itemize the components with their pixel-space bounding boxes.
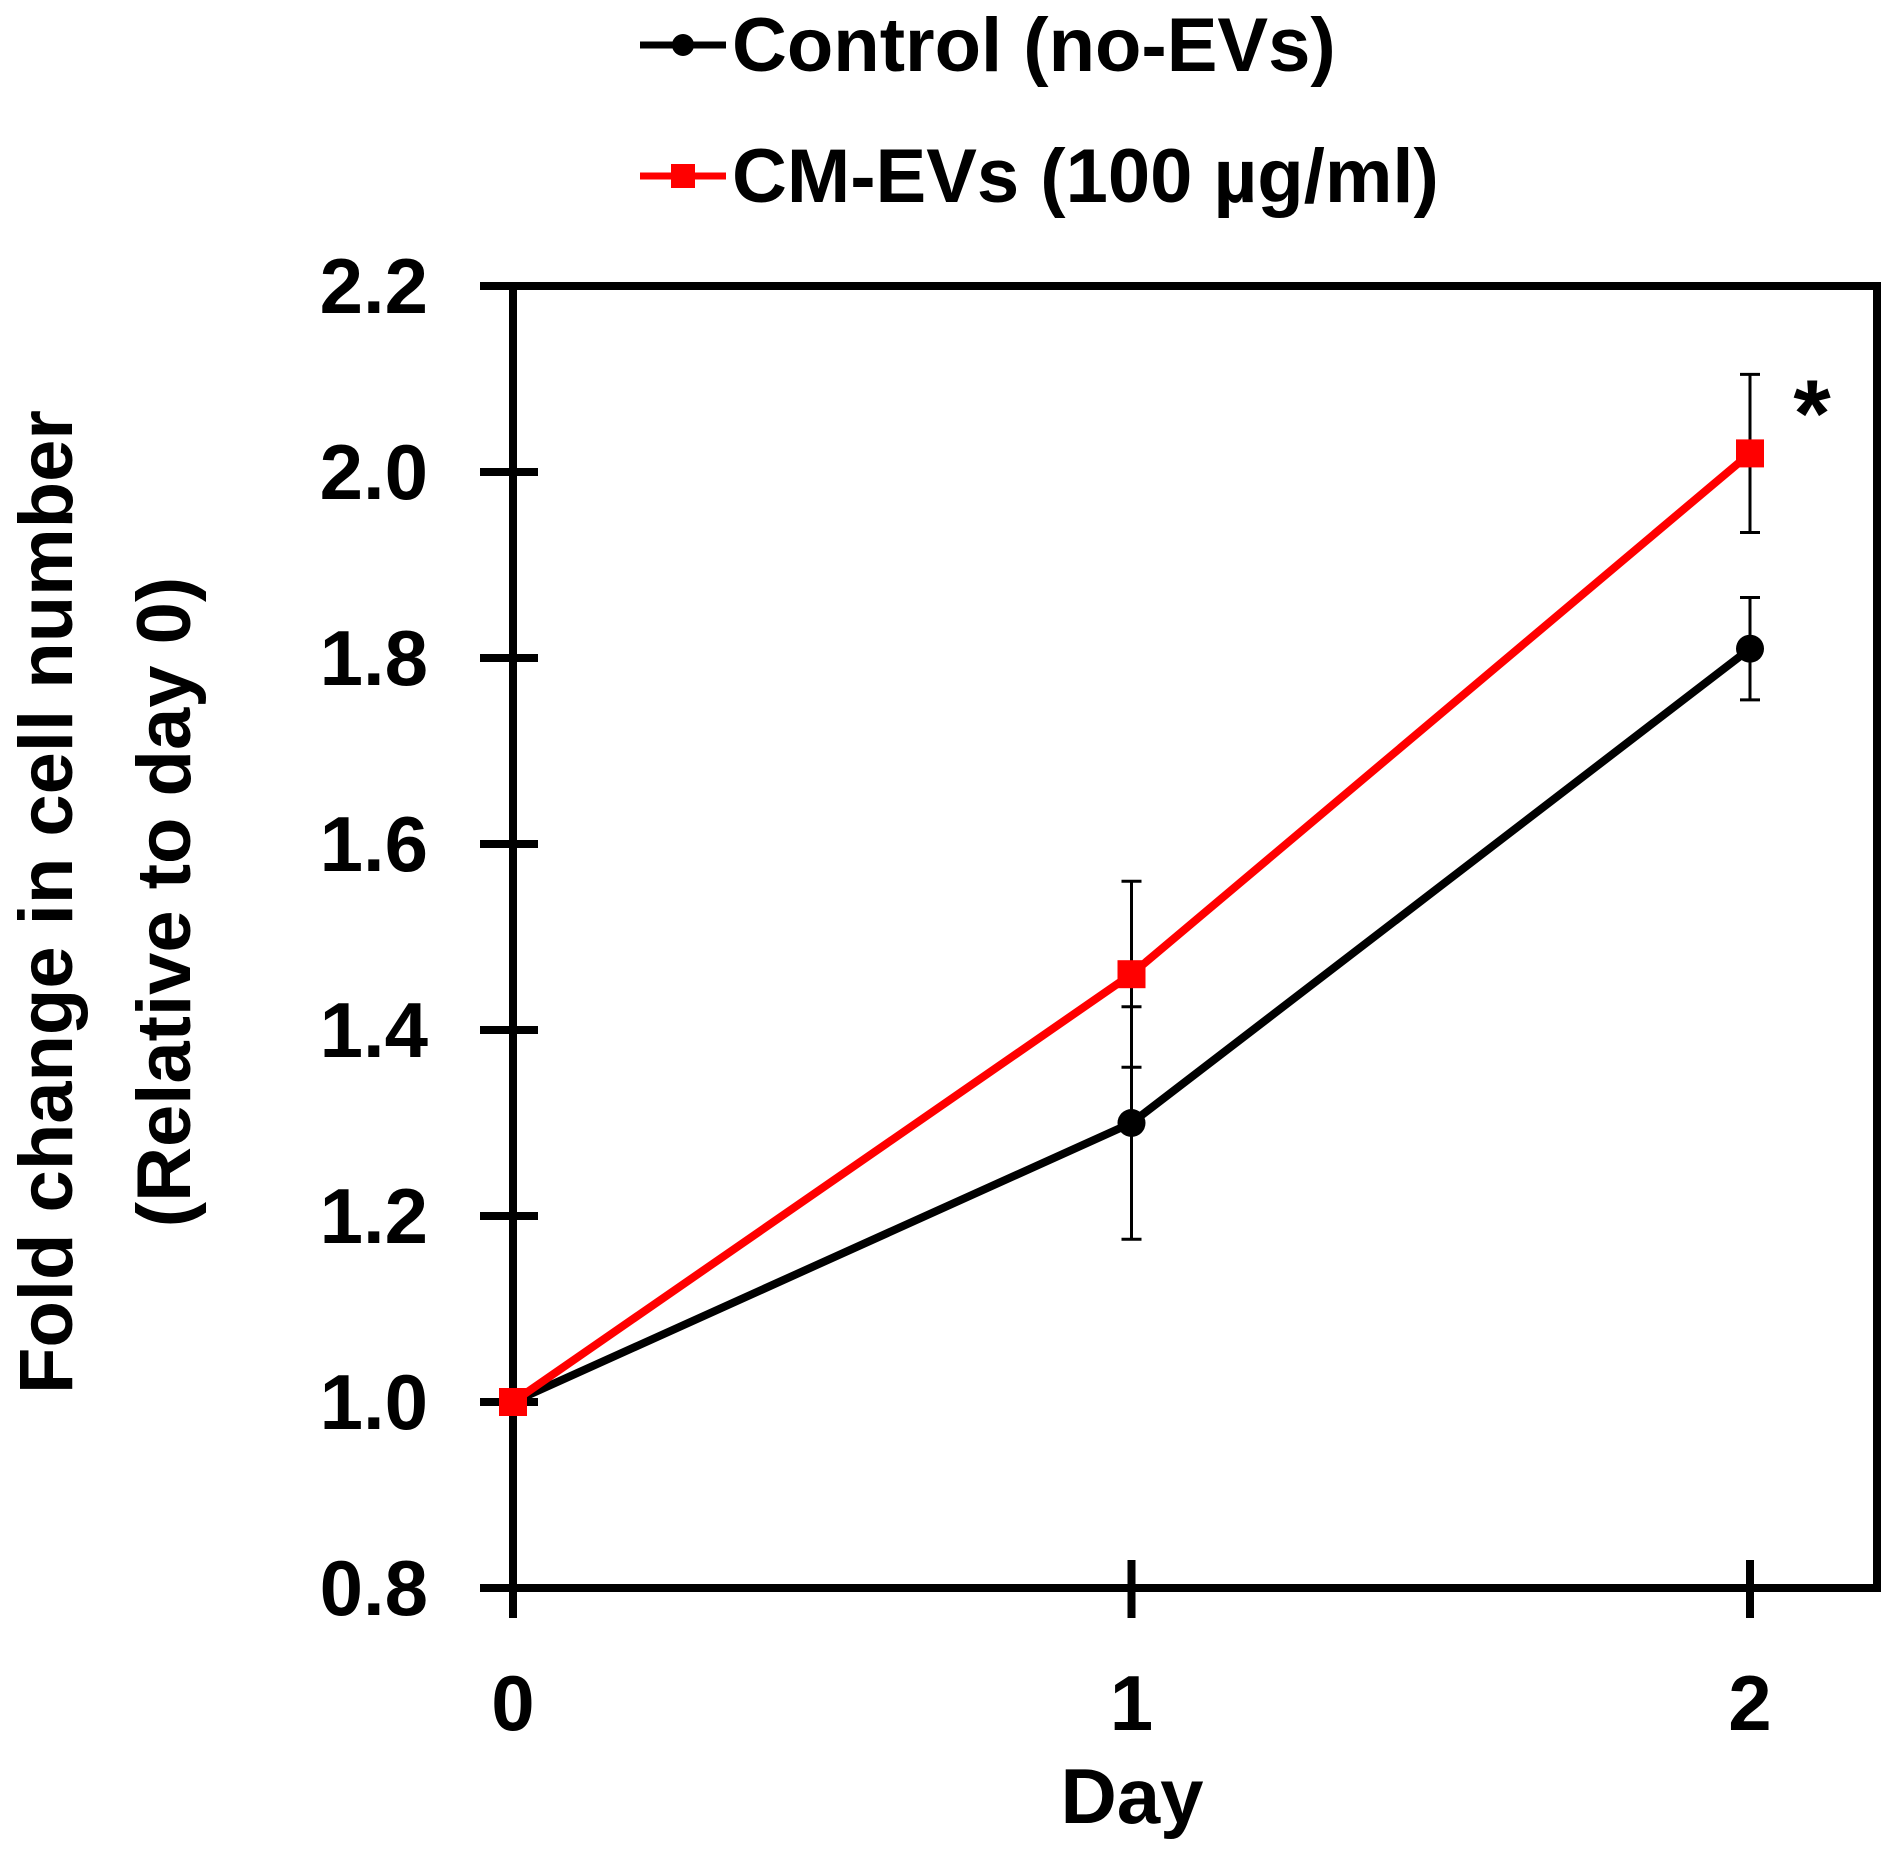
x-tick-label: 2 bbox=[1728, 1659, 1771, 1747]
legend-marker-control bbox=[672, 34, 694, 56]
y-tick-label: 1.8 bbox=[320, 614, 428, 702]
y-axis-label: Fold change in cell number (Relative to … bbox=[4, 410, 207, 1394]
error-bars bbox=[1121, 372, 1760, 1241]
y-tick-label: 1.0 bbox=[320, 1358, 428, 1446]
annotations: * bbox=[1793, 360, 1831, 467]
legend-label-control: Control (no-EVs) bbox=[732, 3, 1336, 88]
significance-asterisk: * bbox=[1793, 360, 1831, 467]
data-point-cm-evs bbox=[499, 1388, 527, 1416]
y-tick-label: 1.2 bbox=[320, 1172, 428, 1260]
x-tick-label: 0 bbox=[491, 1659, 534, 1747]
y-tick-label: 2.0 bbox=[320, 428, 428, 516]
y-tick-label: 1.4 bbox=[320, 986, 428, 1074]
y-axis-ticks: 0.8 1.0 1.2 1.4 1.6 1.8 2.0 2.2 bbox=[320, 242, 538, 1632]
x-tick-label: 1 bbox=[1110, 1659, 1153, 1747]
data-series bbox=[499, 372, 1764, 1416]
data-point-cm-evs bbox=[1117, 960, 1146, 989]
legend-entry-cm-evs: CM-EVs (100 µg/ml) bbox=[640, 134, 1439, 219]
legend: Control (no-EVs) CM-EVs (100 µg/ml) bbox=[640, 3, 1439, 219]
plot-frame bbox=[509, 282, 1881, 1592]
y-axis-label-line-2: (Relative to day 0) bbox=[122, 577, 207, 1227]
legend-entry-control: Control (no-EVs) bbox=[640, 3, 1336, 88]
data-point-control bbox=[1736, 634, 1764, 663]
y-axis-label-line-1: Fold change in cell number bbox=[4, 410, 89, 1394]
markers bbox=[499, 439, 1764, 1416]
x-axis-label: Day bbox=[1060, 1752, 1203, 1840]
legend-label-cm-evs: CM-EVs (100 µg/ml) bbox=[732, 134, 1439, 219]
y-tick-label: 0.8 bbox=[320, 1544, 428, 1632]
y-tick-label: 1.6 bbox=[320, 800, 428, 888]
data-point-cm-evs bbox=[1736, 439, 1764, 468]
legend-marker-cm-evs bbox=[671, 164, 695, 188]
data-point-control bbox=[1117, 1109, 1146, 1137]
x-axis-ticks: 0 1 2 bbox=[491, 1560, 1772, 1747]
y-tick-label: 2.2 bbox=[320, 242, 428, 330]
